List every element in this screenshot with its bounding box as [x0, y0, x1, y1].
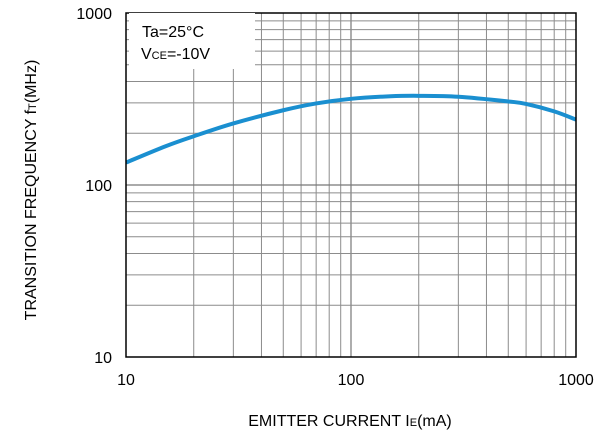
- y-axis-title: TRANSITION FREQUENCY fT(MHz): [23, 60, 40, 321]
- annotation-temperature: Ta=25°C: [142, 24, 204, 41]
- plot-frame: [125, 12, 577, 358]
- condition-annotation: Ta=25°C VCE=-10V: [129, 13, 255, 69]
- plot-border: [125, 12, 577, 358]
- series-line: [125, 93, 577, 165]
- annotation-vce: VCE=-10V: [141, 46, 210, 63]
- tick-labels: 10 100 1000 10 100 1000: [76, 6, 593, 389]
- grid: [126, 13, 576, 357]
- y-tick-label: 100: [85, 178, 112, 195]
- y-tick-label: 10: [94, 350, 112, 367]
- x-axis-title: EMITTER CURRENT IE(mA): [248, 413, 451, 430]
- annotation-background: [129, 13, 255, 69]
- x-tick-label: 100: [338, 372, 365, 389]
- x-tick-label: 10: [117, 372, 135, 389]
- y-tick-label: 1000: [76, 6, 112, 23]
- x-tick-label: 1000: [558, 372, 594, 389]
- series-layer: [125, 93, 577, 165]
